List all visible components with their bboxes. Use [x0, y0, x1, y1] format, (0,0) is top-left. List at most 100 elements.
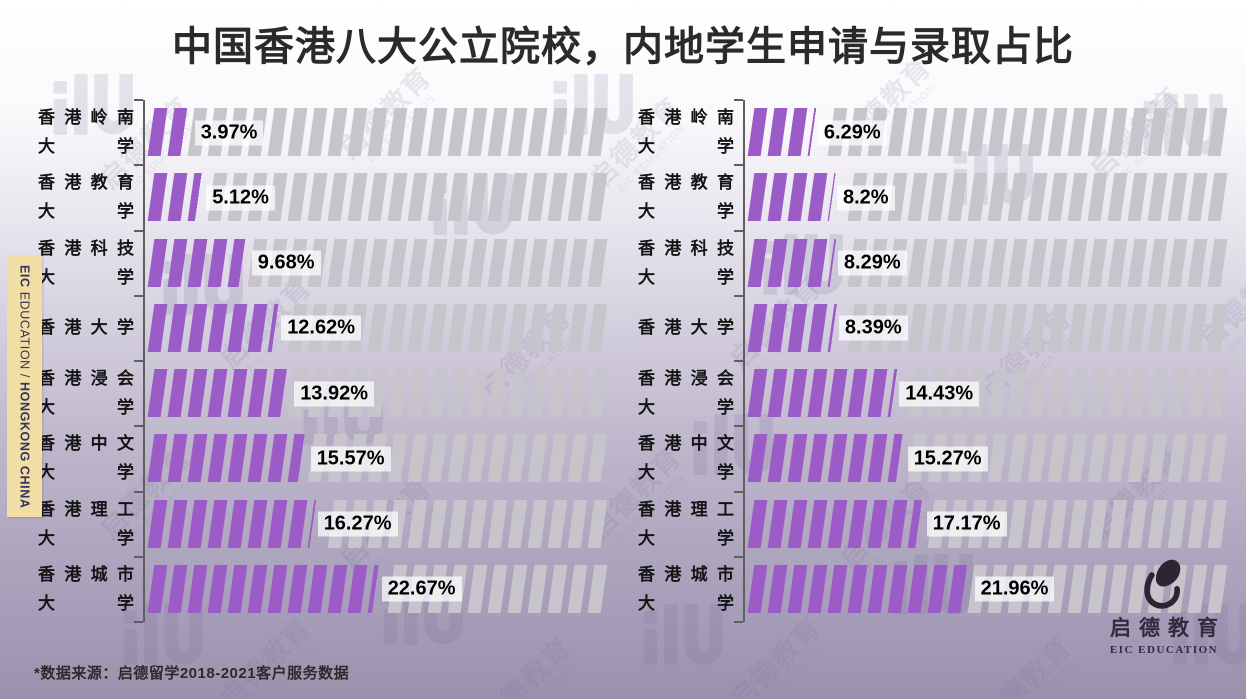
bar-row: 17.17% — [734, 490, 1237, 557]
category-label-line: 香港理工 — [638, 499, 734, 519]
bar-segment-empty — [1027, 434, 1048, 483]
bar-segment-filled — [227, 564, 248, 613]
bar-segment-empty — [587, 564, 608, 613]
bar-segment-empty — [487, 499, 508, 548]
bar-segment-empty — [327, 173, 348, 222]
category-label-line: 大学 — [38, 528, 134, 548]
bar-segment-filled — [247, 303, 268, 352]
bar-segment-filled — [187, 499, 208, 548]
bar-segment-empty — [1167, 238, 1188, 287]
bar-segment-empty — [447, 369, 468, 417]
bar-segment-filled — [787, 564, 808, 613]
category-labels: 香港岭南 大学 香港教育 大学 香港科技 大学 香港大学 香港浸会 大学 香港中文 大学 香港理工 大学… — [638, 100, 743, 622]
bar-segment-filled — [307, 564, 328, 613]
bar-segment-empty — [887, 108, 908, 156]
bar-segment-empty — [547, 238, 568, 287]
bar-segment-filled — [207, 434, 228, 483]
bar-segment-empty — [527, 173, 548, 222]
plot-area: 6.29% 8.2% 8.29% 8.39% 14.43% 15.27% 17.17% 21.… — [734, 98, 1237, 623]
bar-segment-empty — [1027, 499, 1048, 548]
bar-segment-empty — [487, 369, 508, 417]
bar-segment-empty — [1147, 369, 1168, 417]
bar-segment-empty — [1067, 499, 1088, 548]
bar-segment-empty — [487, 238, 508, 287]
bar-segment-empty — [307, 108, 328, 156]
bar-segment-empty — [1087, 173, 1108, 222]
bar-segment-empty — [387, 238, 408, 287]
bar-segment-empty — [267, 108, 288, 156]
bar-row: 9.68% — [134, 229, 613, 296]
bar-segment-filled — [147, 499, 168, 548]
bar-segment-empty — [387, 173, 408, 222]
bar-segment-empty — [1207, 369, 1228, 417]
bar-segment-filled — [767, 564, 788, 613]
bar-segment-filled — [167, 564, 188, 613]
bar-segment-empty — [427, 434, 448, 483]
category-label-line: 大学 — [638, 528, 734, 548]
watermark-en: EIC EDUCATION — [1005, 662, 1078, 699]
bar-segment-empty — [487, 108, 508, 156]
category-label: 香港中文 大学 — [38, 426, 134, 491]
bar-row: 15.27% — [734, 425, 1237, 491]
bar-segment-filled — [147, 303, 168, 352]
bar-segment-filled — [867, 369, 888, 417]
category-label-line: 香港教育 — [38, 173, 134, 193]
bar-segment-filled — [747, 108, 768, 156]
bar-segment-empty — [927, 303, 948, 352]
bar-row: 3.97% — [134, 98, 613, 165]
bar-segment-filled — [187, 173, 208, 222]
category-label: 香港理工 大学 — [38, 492, 134, 557]
bar-segment-empty — [967, 303, 988, 352]
bar-segment-empty — [1167, 303, 1188, 352]
bar-segment-filled — [747, 303, 768, 352]
bar-segment-empty — [1027, 369, 1048, 417]
category-label-line: 香港岭南 — [38, 108, 134, 128]
bar-segment-empty — [527, 499, 548, 548]
bar-segment-empty — [1147, 173, 1168, 222]
bar-segment-filled — [147, 108, 168, 156]
eic-logo-mark-icon — [1144, 559, 1181, 609]
bar-segment-empty — [907, 173, 928, 222]
bar-segment-empty — [287, 108, 308, 156]
bar-segment-filled — [207, 303, 228, 352]
bar-segment-empty — [387, 108, 408, 156]
bar-segment-empty — [587, 173, 608, 222]
category-label: 香港科技 大学 — [38, 231, 134, 296]
bar-segment-empty — [1067, 173, 1088, 222]
bar-segment-empty — [527, 564, 548, 613]
bar-segment-empty — [427, 108, 448, 156]
bar-row: 6.29% — [734, 98, 1237, 165]
bar-segment-empty — [567, 173, 588, 222]
bar-segment-empty — [587, 108, 608, 156]
category-label-line: 大学 — [38, 137, 134, 157]
bar-segment-filled — [167, 238, 188, 287]
bar-segment-empty — [1107, 108, 1128, 156]
bar-segment-filled — [267, 564, 288, 613]
bar-segment-filled — [287, 564, 308, 613]
bar-segment-empty — [1207, 303, 1228, 352]
bar-segment-empty — [1087, 238, 1108, 287]
bar-segment-filled — [347, 564, 368, 613]
bar-segment-filled — [227, 434, 248, 483]
bar-segment-empty — [407, 108, 428, 156]
category-label-line: 香港浸会 — [38, 369, 134, 389]
bar-segment-empty — [307, 173, 328, 222]
bar-row: 8.39% — [734, 294, 1237, 361]
category-label: 香港理工 大学 — [638, 492, 734, 557]
category-label-line: 大学 — [38, 398, 134, 418]
bar-segment-empty — [447, 499, 468, 548]
bar-segment-empty — [507, 499, 528, 548]
category-label-line: 香港大学 — [638, 318, 734, 338]
bar-segment-filled — [227, 369, 248, 417]
bar-segment-empty — [1087, 434, 1108, 483]
bar-segment-empty — [1107, 499, 1128, 548]
bar-segment-empty — [1107, 238, 1128, 287]
bar-segment-filled — [767, 369, 788, 417]
bar-row: 16.27% — [134, 490, 613, 557]
category-label: 香港浸会 大学 — [38, 361, 134, 426]
bar-segment-empty — [907, 303, 928, 352]
category-label-line: 香港科技 — [638, 238, 734, 258]
bar-segment-filled — [767, 303, 788, 352]
category-label-line: 大学 — [638, 398, 734, 418]
bar-segment-empty — [1027, 303, 1048, 352]
